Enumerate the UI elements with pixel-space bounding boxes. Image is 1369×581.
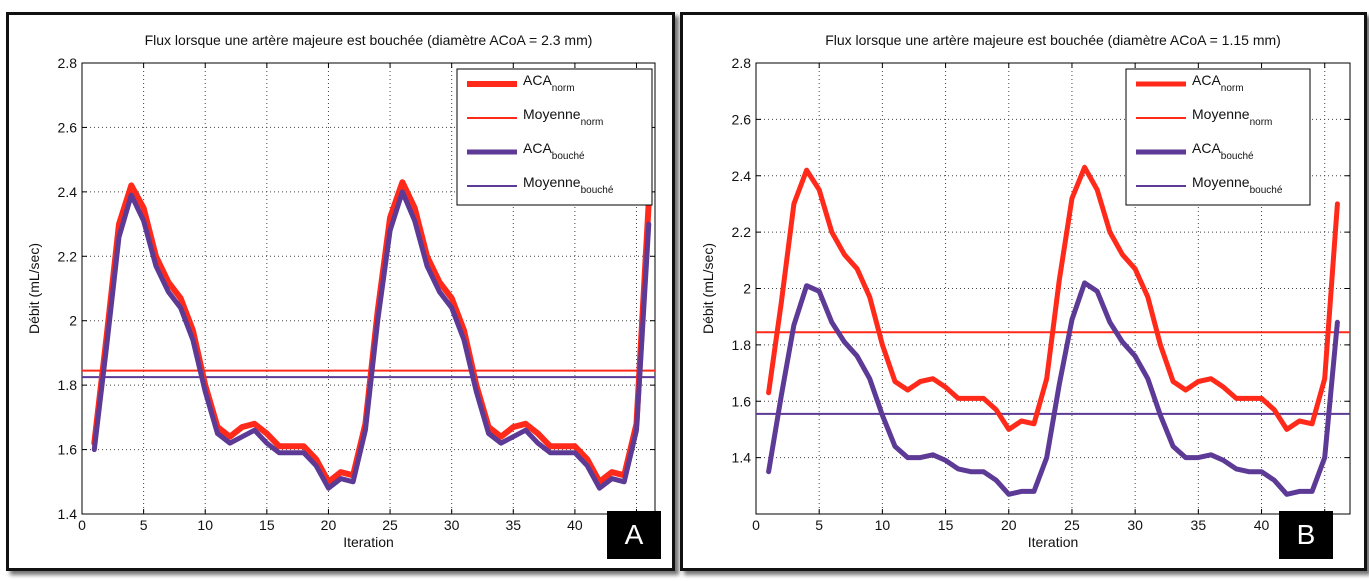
legend-label: Moyenne (523, 106, 581, 122)
legend-entry: Moyennebouché (523, 174, 614, 196)
chart-title: Flux lorsque une artère majeure est bouc… (825, 32, 1281, 48)
chart-panel-a: Flux lorsque une artère majeure est bouc… (6, 12, 675, 571)
y-tick-label: 2.6 (58, 119, 78, 135)
legend-subscript: bouché (1250, 185, 1283, 196)
y-tick-label: 2 (743, 281, 751, 297)
y-tick-label: 2.8 (732, 55, 752, 71)
legend-label: ACA (1192, 72, 1221, 88)
legend-entry: ACAbouché (1192, 140, 1254, 162)
y-tick-label: 2.4 (732, 168, 752, 184)
x-tick-label: 15 (259, 517, 275, 533)
legend-subscript: norm (1250, 117, 1273, 128)
legend-box (456, 68, 653, 206)
x-tick-label: 40 (1254, 517, 1270, 533)
x-tick-label: 35 (1191, 517, 1207, 533)
y-tick-label: 1.4 (732, 450, 752, 466)
legend-subscript: norm (581, 117, 604, 128)
legend-label: Moyenne (1192, 106, 1250, 122)
legend-label: Moyenne (523, 174, 581, 190)
legend-subscript: norm (1221, 83, 1244, 94)
x-tick-label: 20 (321, 517, 337, 533)
x-tick-label: 40 (567, 517, 583, 533)
chart-title: Flux lorsque une artère majeure est bouc… (145, 32, 593, 48)
legend-entry: Moyennenorm (1192, 106, 1272, 128)
series-group (756, 164, 1350, 497)
axes-box (81, 62, 656, 515)
y-tick-label: 2.2 (58, 248, 78, 264)
legend-label: ACA (523, 140, 552, 156)
legend-subscript: bouché (1221, 151, 1254, 162)
series-line-norm (766, 164, 1340, 432)
legend-label: ACA (1192, 140, 1221, 156)
legend-subscript: norm (552, 83, 575, 94)
legend-label: Moyenne (1192, 174, 1250, 190)
y-axis-label: Débit (mL/sec) (700, 243, 716, 334)
y-axis-label: Débit (mL/sec) (26, 243, 42, 334)
panel-label-a: A (607, 511, 661, 559)
y-tick-label: 1.8 (58, 377, 78, 393)
x-tick-label: 25 (382, 517, 398, 533)
x-tick-label: 20 (1001, 517, 1017, 533)
x-tick-label: 5 (815, 517, 823, 533)
legend-entry: Moyennebouché (1192, 174, 1283, 196)
series-line-bouche (766, 280, 1340, 497)
chart-panel-b: Flux lorsque une artère majeure est bouc… (680, 12, 1367, 571)
chart-a-svg: Flux lorsque une artère majeure est bouc… (26, 32, 656, 550)
legend-entry: ACAnorm (523, 72, 575, 94)
y-tick-label: 1.4 (58, 506, 78, 522)
legend-subscript: bouché (581, 185, 614, 196)
legend-label: ACA (523, 72, 552, 88)
legend-entry: ACAbouché (523, 140, 585, 162)
panel-label-b: B (1279, 511, 1333, 559)
series-group (82, 179, 655, 491)
legend-entry: ACAnorm (1192, 72, 1244, 94)
legend-subscript: bouché (552, 151, 585, 162)
x-axis-label: Iteration (1028, 534, 1079, 550)
x-axis-label: Iteration (343, 534, 394, 550)
y-tick-label: 2.2 (732, 224, 752, 240)
series-line-bouche (91, 189, 652, 491)
x-tick-label: 30 (1127, 517, 1143, 533)
x-tick-label: 15 (938, 517, 954, 533)
y-tick-label: 2.8 (58, 55, 78, 71)
x-tick-label: 10 (875, 517, 891, 533)
y-tick-label: 1.8 (732, 337, 752, 353)
x-tick-label: 5 (140, 517, 148, 533)
y-tick-label: 2 (69, 313, 77, 329)
x-tick-label: 30 (444, 517, 460, 533)
legend-entry: Moyennenorm (523, 106, 603, 128)
x-tick-label: 25 (1064, 517, 1080, 533)
chart-b-svg: Flux lorsque une artère majeure est bouc… (700, 32, 1351, 550)
x-tick-label: 0 (78, 517, 86, 533)
x-tick-label: 0 (752, 517, 760, 533)
x-tick-label: 35 (506, 517, 522, 533)
legend-box (1125, 68, 1311, 206)
x-tick-label: 10 (197, 517, 213, 533)
y-tick-label: 2.4 (58, 184, 78, 200)
y-tick-label: 1.6 (732, 393, 752, 409)
y-tick-label: 1.6 (58, 442, 78, 458)
y-tick-label: 2.6 (732, 111, 752, 127)
